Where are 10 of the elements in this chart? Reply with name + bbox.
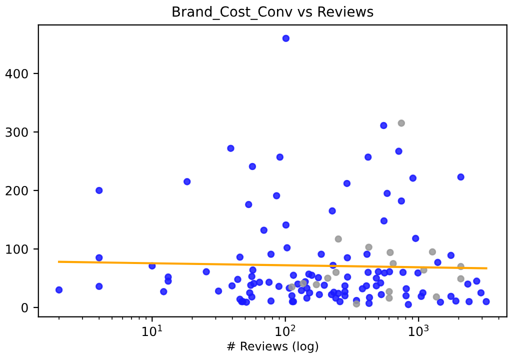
x-tick-label: 10$^{2}$ <box>276 324 296 336</box>
y-tick-label: 300 <box>6 127 28 137</box>
x-tick-label: 10$^{3}$ <box>408 324 428 336</box>
x-tick-label: 10$^{1}$ <box>142 324 162 336</box>
y-tick-label: 400 <box>5 68 28 78</box>
chart-title: Brand_Cost_Conv vs Reviews <box>172 6 374 20</box>
y-tick-label: 0 <box>22 302 28 312</box>
x-axis-title: # Reviews (log) <box>227 341 318 353</box>
y-tick-label: 200 <box>6 186 28 196</box>
y-tick-label: 100 <box>6 244 28 254</box>
